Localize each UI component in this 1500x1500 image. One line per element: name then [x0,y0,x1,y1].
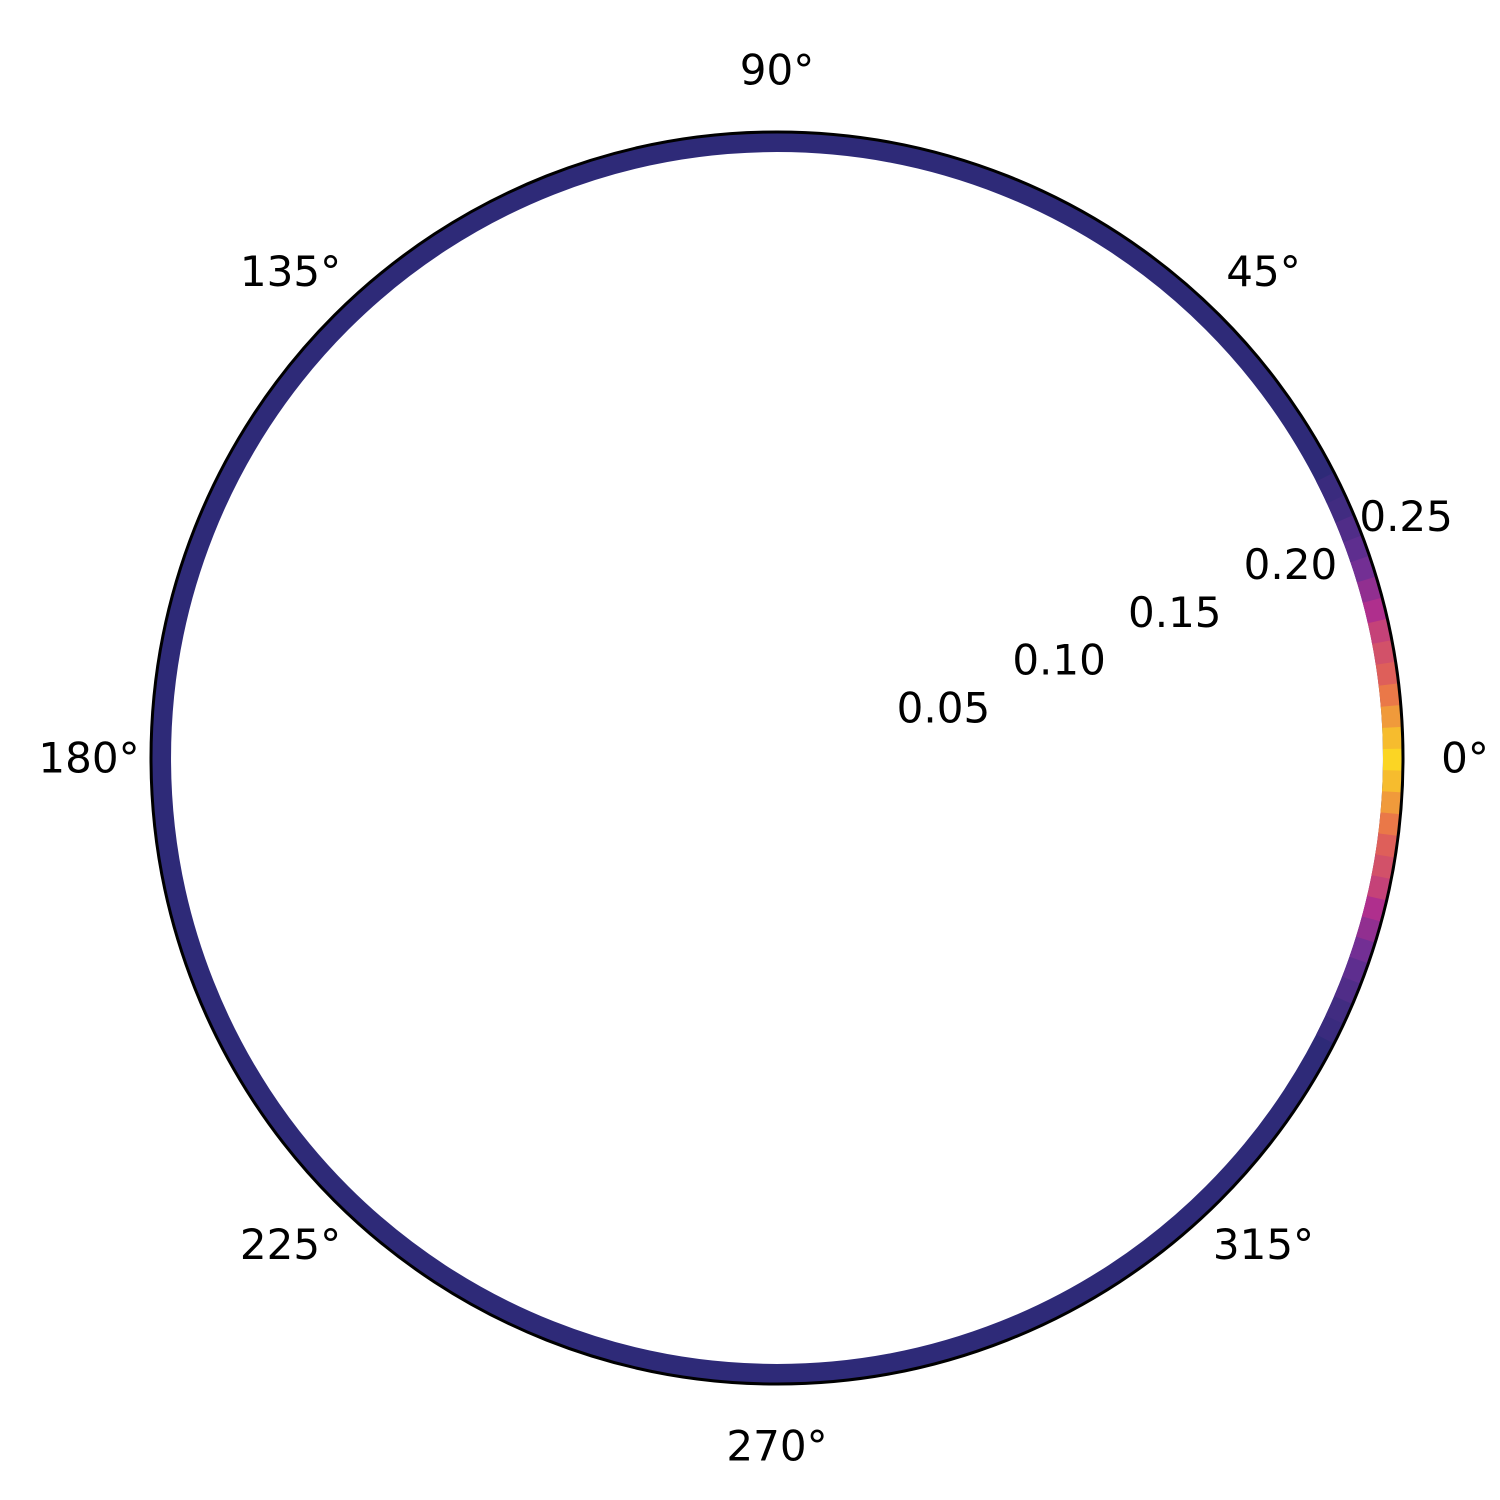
radial-tick-label: 0.05 [897,684,991,733]
heatmap-cell [1382,766,1403,793]
heatmap-cell [1382,745,1403,771]
heatmap-cell [1356,913,1383,943]
theta-tick-label: 315° [1213,1220,1314,1269]
theta-tick-label: 90° [740,46,814,95]
theta-tick-label: 45° [1226,247,1300,296]
heatmap-cell [1371,636,1396,665]
radial-tick-label: 0.15 [1128,588,1222,637]
theta-tick-label: 180° [38,734,139,783]
heatmap-ring [150,131,1404,1385]
heatmap-cell [1378,809,1401,836]
heatmap-cell [1378,680,1401,707]
theta-tick-label: 0° [1441,734,1489,783]
heatmap-cell [1375,830,1399,858]
theta-tick-label: 135° [240,247,341,296]
heatmap-cell [1361,594,1388,624]
radial-tick-labels: 0.05 0.10 0.15 0.20 0.25 [897,492,1453,733]
heatmap-cell [1356,573,1383,603]
heatmap-cell [1380,788,1403,815]
polar-outer-outline [149,130,1405,1386]
heatmap-cell [1382,723,1403,750]
heatmap-cell [1361,892,1388,922]
radial-tick-label: 0.10 [1012,636,1106,685]
theta-tick-labels: 0° 45° 90° 135° 180° 225° 270° 315° [38,46,1488,1471]
heatmap-cell [1375,658,1399,686]
radial-tick-label: 0.20 [1244,540,1338,589]
theta-tick-label: 225° [240,1220,341,1269]
heatmap-cell [1371,851,1396,880]
heatmap-cell [1367,872,1392,901]
heatmap-hotspot [1316,472,1403,1044]
radial-tick-label: 0.25 [1359,492,1453,541]
heatmap-cell [1367,615,1392,644]
theta-tick-label: 270° [726,1422,827,1471]
heatmap-band [150,131,1404,1385]
heatmap-cell [1380,701,1403,728]
